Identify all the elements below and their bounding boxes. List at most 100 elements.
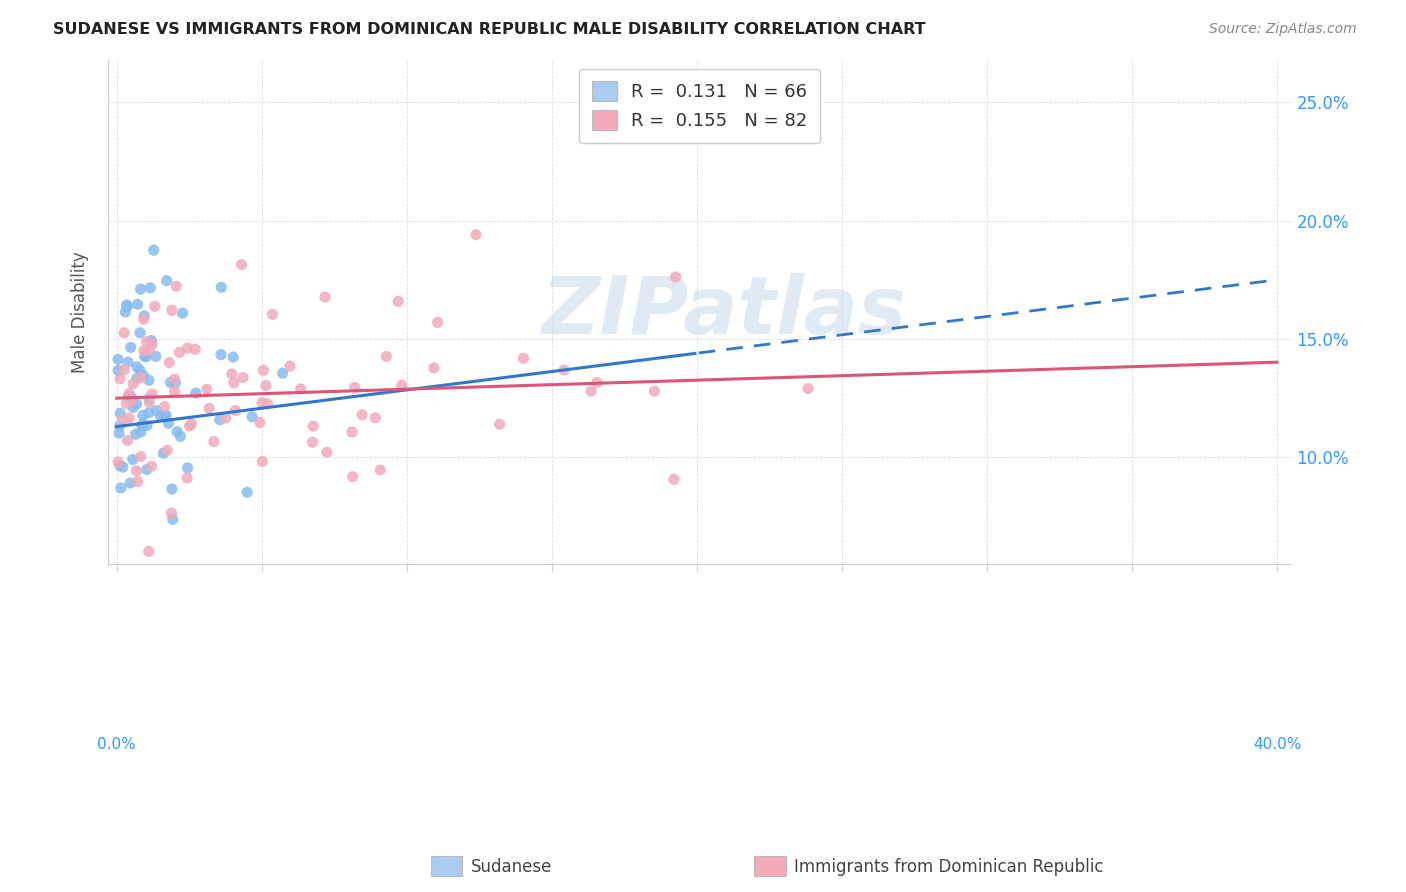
Point	[314, 290, 336, 304]
Point	[117, 355, 139, 369]
Point	[165, 279, 187, 293]
Point	[423, 361, 446, 376]
Point	[108, 372, 131, 386]
Point	[169, 345, 191, 359]
Point	[209, 348, 232, 362]
Point	[222, 350, 245, 364]
Point	[163, 372, 186, 386]
Point	[132, 312, 155, 326]
Point	[121, 390, 143, 404]
Point	[108, 406, 131, 420]
Point	[343, 380, 366, 394]
Point	[162, 512, 184, 526]
Point	[127, 475, 149, 489]
Point	[165, 376, 187, 390]
Point	[135, 462, 157, 476]
Point	[208, 412, 231, 426]
Point	[131, 419, 153, 434]
Point	[138, 343, 160, 357]
Point	[107, 352, 129, 367]
Point	[117, 434, 139, 448]
Point	[134, 309, 156, 323]
Point	[231, 258, 253, 272]
Point	[426, 315, 449, 329]
Point	[112, 362, 135, 376]
Point	[315, 445, 337, 459]
Point	[115, 397, 138, 411]
Point	[156, 443, 179, 458]
Point	[129, 425, 152, 439]
Point	[215, 411, 238, 425]
Point	[240, 409, 263, 424]
Point	[108, 425, 131, 440]
Text: ZIPatlas: ZIPatlas	[541, 273, 905, 351]
Point	[141, 334, 163, 348]
FancyBboxPatch shape	[430, 856, 463, 876]
Point	[139, 281, 162, 295]
Point	[160, 506, 183, 520]
Point	[125, 371, 148, 385]
Point	[254, 378, 277, 392]
Point	[184, 342, 207, 356]
Point	[179, 419, 201, 434]
Point	[198, 401, 221, 416]
Point	[138, 395, 160, 409]
Point	[138, 406, 160, 420]
Text: Source: ZipAtlas.com: Source: ZipAtlas.com	[1209, 22, 1357, 37]
Point	[176, 471, 198, 485]
Text: Immigrants from Dominican Republic: Immigrants from Dominican Republic	[794, 858, 1104, 876]
Point	[152, 446, 174, 460]
Point	[387, 294, 409, 309]
Point	[232, 370, 254, 384]
Point	[302, 419, 325, 434]
Point	[155, 409, 177, 423]
Point	[132, 368, 155, 383]
Point	[160, 482, 183, 496]
Point	[110, 481, 132, 495]
Point	[364, 410, 387, 425]
Point	[250, 395, 273, 409]
Point	[252, 363, 274, 377]
Point	[176, 341, 198, 355]
Point	[117, 389, 139, 403]
Point	[172, 306, 194, 320]
Point	[224, 403, 246, 417]
Point	[132, 343, 155, 358]
Text: 40.0%: 40.0%	[1253, 737, 1301, 752]
Point	[512, 351, 534, 366]
Point	[342, 469, 364, 483]
Point	[142, 244, 165, 258]
Point	[138, 373, 160, 387]
Point	[136, 418, 159, 433]
Point	[132, 417, 155, 431]
Point	[579, 384, 602, 398]
Point	[256, 397, 278, 411]
Point	[145, 349, 167, 363]
Point	[138, 392, 160, 406]
Point	[124, 427, 146, 442]
Point	[271, 366, 294, 380]
Point	[149, 409, 172, 423]
Point	[157, 416, 180, 430]
Text: 0.0%: 0.0%	[97, 737, 136, 752]
Point	[153, 409, 176, 423]
Y-axis label: Male Disability: Male Disability	[72, 251, 89, 373]
Point	[125, 397, 148, 411]
Point	[108, 418, 131, 433]
Point	[249, 416, 271, 430]
Point	[107, 455, 129, 469]
Point	[141, 337, 163, 351]
Point	[128, 363, 150, 377]
Point	[108, 458, 131, 473]
Point	[121, 452, 143, 467]
Point	[202, 434, 225, 449]
Text: Sudanese: Sudanese	[471, 858, 553, 876]
Point	[368, 463, 391, 477]
Point	[141, 459, 163, 474]
Point	[586, 376, 609, 390]
Point	[121, 394, 143, 409]
Point	[132, 409, 155, 423]
Point	[195, 382, 218, 396]
Point	[278, 359, 301, 373]
Point	[180, 417, 202, 431]
